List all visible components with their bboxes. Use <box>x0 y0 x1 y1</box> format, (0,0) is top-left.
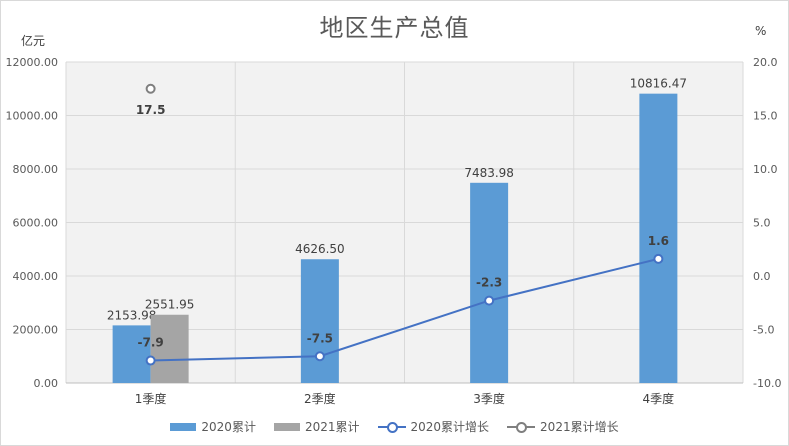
right-tick-label: 10.0 <box>753 163 778 176</box>
bar-data-label: 7483.98 <box>464 166 514 180</box>
series-point-2020累计增长 <box>653 253 664 264</box>
series-point-2021累计增长 <box>145 83 156 94</box>
right-tick-label: 5.0 <box>753 217 771 230</box>
legend: 2020累计 2021累计 2020累计增长 2021累计增长 <box>0 418 789 435</box>
left-axis-unit: 亿元 <box>21 34 46 48</box>
category-label: 4季度 <box>643 391 675 406</box>
legend-label-2021-bar: 2021累计 <box>304 420 360 434</box>
bar-data-label: 10816.47 <box>630 77 687 91</box>
legend-label-2020-line: 2020累计增长 <box>410 420 490 434</box>
legend-item-2021-bar[interactable]: 2021累计 <box>273 418 360 435</box>
category-label: 2季度 <box>304 391 336 406</box>
left-tick-label: 2000.00 <box>13 324 59 337</box>
line-data-label: -7.5 <box>307 331 333 345</box>
bar-data-label: 2551.95 <box>145 298 195 312</box>
bar-2020累计 <box>300 259 339 383</box>
left-tick-label: 10000.00 <box>6 110 59 123</box>
right-tick-label: 0.0 <box>753 270 771 283</box>
bar-2020累计 <box>112 325 151 383</box>
bar-data-label: 4626.50 <box>295 242 345 256</box>
bar-data-label: 2153.98 <box>107 308 157 322</box>
legend-swatch-2020-bar <box>170 422 197 431</box>
line-data-label: 17.5 <box>136 103 166 117</box>
line-data-label: -7.9 <box>138 336 164 350</box>
left-tick-label: 12000.00 <box>6 56 59 69</box>
legend-item-2021-line[interactable]: 2021累计增长 <box>507 418 619 435</box>
line-data-label: 1.6 <box>648 234 669 248</box>
left-tick-label: 8000.00 <box>13 163 59 176</box>
legend-label-2021-line: 2021累计增长 <box>540 420 619 434</box>
right-tick-label: 15.0 <box>753 110 778 123</box>
right-axis-unit: % <box>755 24 767 38</box>
legend-swatch-2021-bar <box>273 422 300 431</box>
category-label: 3季度 <box>473 391 505 406</box>
bar-2021累计 <box>150 314 189 383</box>
left-tick-label: 6000.00 <box>13 217 59 230</box>
legend-item-2020-bar[interactable]: 2020累计 <box>170 418 256 435</box>
chart-title: 地区生产总值 <box>319 14 470 42</box>
right-tick-label: -5.0 <box>753 324 774 337</box>
series-line-2020累计增长 <box>150 257 659 362</box>
series-point-2020累计增长 <box>484 295 495 306</box>
right-tick-label: 20.0 <box>753 56 778 69</box>
left-tick-label: 0.00 <box>34 377 59 390</box>
category-label: 1季度 <box>135 391 167 406</box>
right-tick-label: -10.0 <box>753 377 781 390</box>
left-tick-label: 4000.00 <box>13 270 59 283</box>
legend-swatch-2021-line <box>507 421 536 433</box>
legend-label-2020-bar: 2020累计 <box>201 420 256 434</box>
legend-item-2020-line[interactable]: 2020累计增长 <box>377 418 490 435</box>
series-point-2020累计增长 <box>314 351 325 362</box>
bar-2020累计 <box>470 182 509 383</box>
bar-2020累计 <box>639 93 678 383</box>
series-point-2020累计增长 <box>145 355 156 366</box>
legend-swatch-2020-line <box>377 421 406 433</box>
line-data-label: -2.3 <box>476 276 502 290</box>
